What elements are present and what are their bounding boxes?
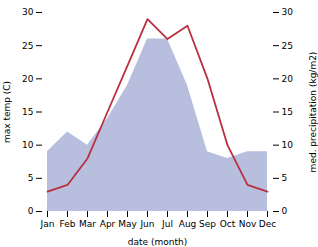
svg-text:10: 10 [22, 140, 34, 150]
svg-text:med. precipitation (kg/m2): med. precipitation (kg/m2) [308, 52, 318, 173]
svg-text:max temp (C): max temp (C) [2, 81, 12, 143]
svg-text:20: 20 [22, 74, 34, 84]
svg-text:5: 5 [282, 173, 288, 183]
svg-text:Sep: Sep [199, 219, 216, 229]
svg-text:15: 15 [22, 107, 33, 117]
svg-text:25: 25 [22, 41, 33, 51]
svg-text:25: 25 [282, 41, 293, 51]
svg-text:30: 30 [282, 7, 294, 17]
svg-text:15: 15 [282, 107, 293, 117]
svg-text:10: 10 [282, 140, 294, 150]
svg-text:Apr: Apr [100, 219, 116, 229]
svg-text:Jul: Jul [161, 219, 173, 229]
svg-text:date (month): date (month) [128, 237, 187, 247]
svg-text:Aug: Aug [179, 219, 197, 229]
svg-text:5: 5 [28, 173, 34, 183]
svg-text:Mar: Mar [79, 219, 96, 229]
svg-text:30: 30 [22, 7, 34, 17]
svg-text:Oct: Oct [220, 219, 236, 229]
svg-text:Feb: Feb [60, 219, 76, 229]
svg-text:Jan: Jan [40, 219, 55, 229]
svg-text:Nov: Nov [239, 219, 257, 229]
svg-text:Dec: Dec [259, 219, 276, 229]
svg-text:20: 20 [282, 74, 294, 84]
svg-text:Jun: Jun [139, 219, 154, 229]
svg-text:0: 0 [28, 206, 34, 216]
svg-text:0: 0 [282, 206, 288, 216]
svg-text:May: May [118, 219, 137, 229]
